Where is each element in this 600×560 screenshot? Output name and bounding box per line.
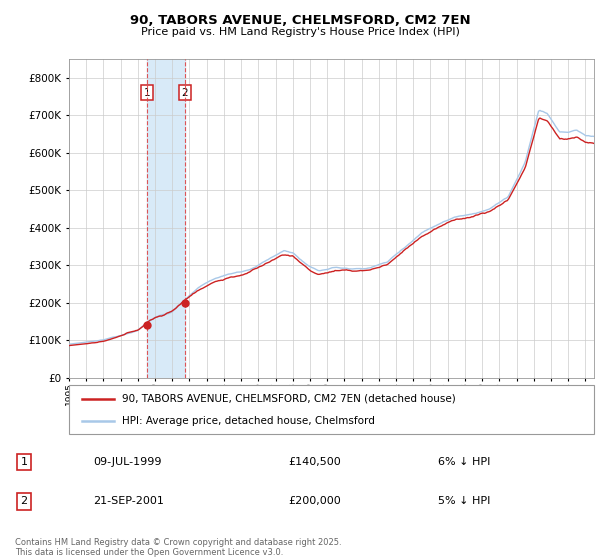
Text: 1: 1 [20, 457, 28, 467]
Text: £140,500: £140,500 [288, 457, 341, 467]
Text: HPI: Average price, detached house, Chelmsford: HPI: Average price, detached house, Chel… [121, 416, 374, 426]
Text: 6% ↓ HPI: 6% ↓ HPI [438, 457, 490, 467]
FancyBboxPatch shape [69, 385, 594, 434]
Text: 09-JUL-1999: 09-JUL-1999 [93, 457, 161, 467]
Text: £200,000: £200,000 [288, 496, 341, 506]
Text: 21-SEP-2001: 21-SEP-2001 [93, 496, 164, 506]
Text: 90, TABORS AVENUE, CHELMSFORD, CM2 7EN (detached house): 90, TABORS AVENUE, CHELMSFORD, CM2 7EN (… [121, 394, 455, 404]
Text: Price paid vs. HM Land Registry's House Price Index (HPI): Price paid vs. HM Land Registry's House … [140, 27, 460, 37]
Text: Contains HM Land Registry data © Crown copyright and database right 2025.
This d: Contains HM Land Registry data © Crown c… [15, 538, 341, 557]
Text: 5% ↓ HPI: 5% ↓ HPI [438, 496, 490, 506]
Text: 90, TABORS AVENUE, CHELMSFORD, CM2 7EN: 90, TABORS AVENUE, CHELMSFORD, CM2 7EN [130, 14, 470, 27]
Text: 2: 2 [20, 496, 28, 506]
Bar [147, 59, 185, 378]
Text: 1: 1 [144, 87, 151, 97]
Text: 2: 2 [181, 87, 188, 97]
